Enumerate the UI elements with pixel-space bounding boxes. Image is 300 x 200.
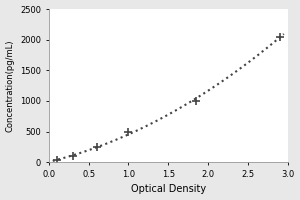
X-axis label: Optical Density: Optical Density xyxy=(131,184,206,194)
Y-axis label: Concentration(pg/mL): Concentration(pg/mL) xyxy=(6,39,15,132)
